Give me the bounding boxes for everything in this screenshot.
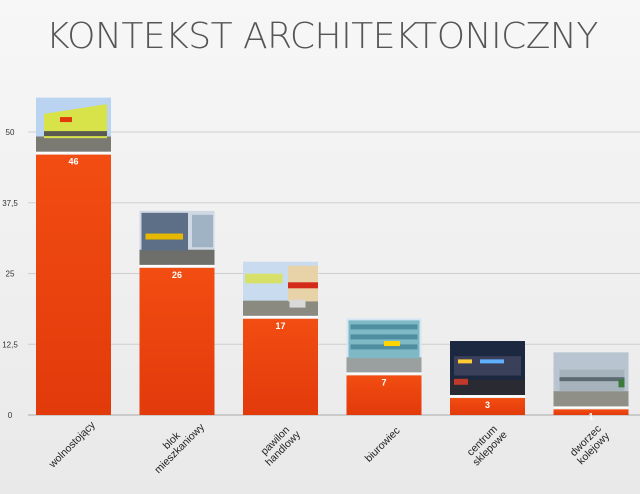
data-label: 46 (68, 157, 78, 167)
y-tick-label: 12,5 (2, 340, 18, 349)
bar (243, 318, 318, 415)
y-tick-label: 0 (8, 411, 13, 420)
bar-photo-image (243, 261, 318, 316)
bar-separator (139, 264, 215, 267)
bar-separator (450, 395, 525, 398)
data-label: 7 (381, 377, 386, 387)
data-label: 26 (172, 270, 182, 280)
bar-separator (553, 406, 629, 409)
bar-photo-image (139, 210, 215, 265)
x-tick-label: wolnostojący (46, 419, 98, 471)
bar-photo-image (36, 97, 111, 152)
x-tick-label-line: biurowiec (363, 425, 403, 465)
x-tick-label-line: mieszkaniowy (152, 421, 207, 476)
y-tick-label: 37,5 (2, 199, 18, 208)
bar-photo-image (346, 318, 422, 373)
bar-separator (243, 315, 318, 318)
y-tick-label: 25 (6, 270, 15, 279)
bar (553, 409, 629, 415)
data-label: 17 (275, 321, 285, 331)
x-tick-label: pawilonhandlowy (255, 420, 303, 468)
data-label: 1 (588, 411, 593, 421)
slide-title: KONTEKST ARCHITEKTONICZNY (46, 16, 598, 57)
data-label: 3 (485, 400, 490, 410)
bar (346, 375, 422, 415)
bar (139, 267, 215, 415)
x-tick-label: biurowiec (363, 425, 403, 465)
bar-separator (346, 372, 422, 375)
x-tick-label: blokmieszkaniowy (144, 413, 207, 476)
x-tick-label-line: wolnostojący (46, 419, 98, 471)
x-tick-label: centrumsklepowe (463, 421, 510, 468)
bar-photo-image (450, 341, 525, 396)
x-tick-label: dworzeckolejowy (567, 422, 612, 467)
bar (36, 154, 111, 415)
bar-photo-image (553, 352, 629, 407)
y-tick-label: 50 (6, 128, 15, 137)
bar (450, 398, 525, 415)
bar-separator (36, 151, 111, 154)
